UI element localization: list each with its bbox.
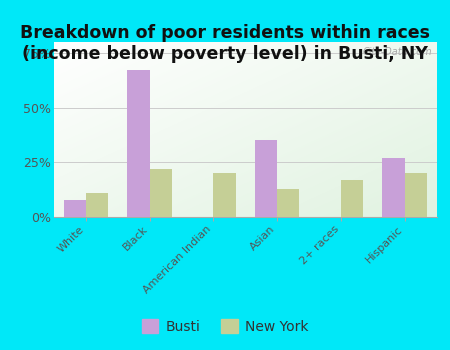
Bar [255,140,277,217]
Bar [127,70,149,217]
Bar [149,169,172,217]
Bar [63,199,86,217]
Bar [277,189,299,217]
Bar [213,173,236,217]
Bar [405,173,427,217]
Bar [382,158,405,217]
Bar [341,180,363,217]
Text: Breakdown of poor residents within races
(income below poverty level) in Busti, : Breakdown of poor residents within races… [20,25,430,63]
Bar [86,193,108,217]
Legend: Busti, New York: Busti, New York [136,314,314,340]
Text: City-Data.com: City-Data.com [363,47,433,57]
